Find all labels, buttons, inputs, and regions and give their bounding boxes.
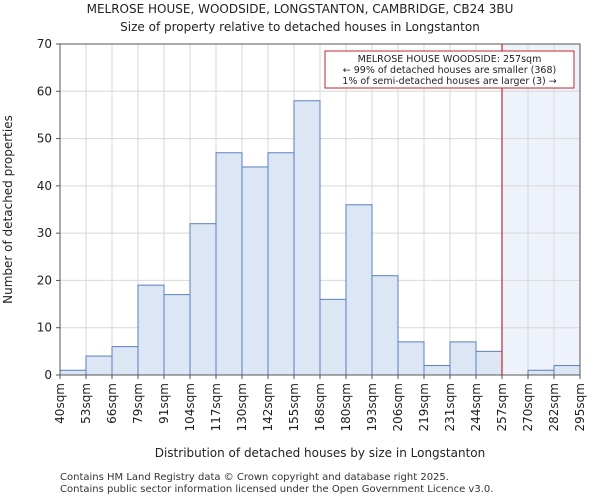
y-tick-label: 30 bbox=[37, 226, 52, 240]
annotation-line: ← 99% of detached houses are smaller (36… bbox=[343, 65, 556, 76]
y-tick-label: 20 bbox=[37, 273, 52, 287]
y-tick-label: 60 bbox=[37, 84, 52, 98]
bar bbox=[241, 166, 269, 376]
x-tick-label: 244sqm bbox=[469, 383, 483, 431]
y-axis-label: Number of detached properties bbox=[1, 115, 15, 304]
bar bbox=[59, 369, 87, 376]
bar bbox=[397, 341, 425, 376]
chart-subtitle: Size of property relative to detached ho… bbox=[120, 20, 480, 34]
x-tick-label: 193sqm bbox=[365, 383, 379, 431]
x-tick-label: 53sqm bbox=[79, 383, 93, 424]
annotation-line: 1% of semi-detached houses are larger (3… bbox=[342, 76, 556, 87]
bar bbox=[553, 365, 581, 376]
bar bbox=[527, 369, 555, 376]
x-axis-label: Distribution of detached houses by size … bbox=[155, 446, 486, 460]
annotation-line: MELROSE HOUSE WOODSIDE: 257sqm bbox=[358, 54, 542, 65]
chart-title: MELROSE HOUSE, WOODSIDE, LONGSTANTON, CA… bbox=[86, 2, 514, 16]
x-tick-label: 295sqm bbox=[573, 383, 587, 431]
annotation-box bbox=[324, 50, 575, 89]
bar bbox=[345, 204, 373, 376]
bar bbox=[423, 365, 451, 376]
x-tick-label: 219sqm bbox=[417, 383, 431, 431]
x-tick-label: 257sqm bbox=[495, 383, 509, 431]
bar bbox=[267, 152, 295, 376]
bar bbox=[319, 298, 347, 376]
x-tick-label: 155sqm bbox=[287, 383, 301, 431]
x-tick-label: 117sqm bbox=[209, 383, 223, 431]
bar bbox=[215, 152, 243, 376]
footer-line-2: Contains public sector information licen… bbox=[60, 484, 494, 495]
x-tick-label: 270sqm bbox=[521, 383, 535, 431]
x-tick-label: 282sqm bbox=[547, 383, 561, 431]
x-tick-label: 79sqm bbox=[131, 383, 145, 424]
bar bbox=[111, 346, 139, 376]
bar bbox=[475, 350, 503, 376]
bar bbox=[189, 223, 217, 376]
y-tick-label: 70 bbox=[37, 37, 52, 51]
bar bbox=[293, 100, 321, 376]
x-tick-label: 66sqm bbox=[105, 383, 119, 424]
x-tick-label: 40sqm bbox=[53, 383, 67, 424]
x-tick-label: 180sqm bbox=[339, 383, 353, 431]
x-tick-label: 130sqm bbox=[235, 383, 249, 431]
y-tick-label: 50 bbox=[37, 132, 52, 146]
x-tick-label: 206sqm bbox=[391, 383, 405, 431]
y-tick-label: 40 bbox=[37, 179, 52, 193]
y-tick-label: 10 bbox=[37, 321, 52, 335]
x-tick-label: 231sqm bbox=[443, 383, 457, 431]
x-tick-label: 91sqm bbox=[157, 383, 171, 424]
footer-line-1: Contains HM Land Registry data © Crown c… bbox=[60, 472, 449, 483]
x-tick-label: 104sqm bbox=[183, 383, 197, 431]
bar bbox=[449, 341, 477, 376]
x-tick-label: 168sqm bbox=[313, 383, 327, 431]
bar bbox=[163, 294, 191, 376]
x-tick-label: 142sqm bbox=[261, 383, 275, 431]
highlight-region bbox=[502, 44, 580, 375]
bar bbox=[137, 284, 165, 376]
bar bbox=[85, 355, 113, 376]
bar bbox=[371, 275, 399, 376]
y-tick-label: 0 bbox=[44, 368, 52, 382]
